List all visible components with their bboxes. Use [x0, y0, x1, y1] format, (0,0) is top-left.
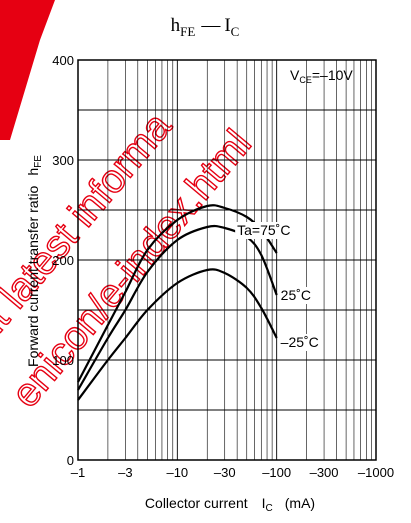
x-tick-label: –1000 [358, 465, 394, 480]
y-tick-label: 200 [52, 253, 74, 268]
y-axis-label: Forward current transfer ratiohFE [25, 155, 44, 367]
series-line [77, 224, 278, 391]
series-label: Ta=75˚C [237, 222, 290, 238]
series-labels: Ta=75˚C 25˚C –25˚C [235, 222, 321, 351]
x-tick-label: –300 [310, 465, 339, 480]
series-label-bg [235, 222, 293, 239]
x-axis-label: Collector current IC (mA) [145, 495, 315, 514]
x-tick-label: –10 [166, 465, 188, 480]
condition-label: VCE=–10V [290, 67, 353, 85]
y-tick-label: 300 [52, 153, 74, 168]
series-label: 25˚C [281, 287, 311, 303]
chart-title: hFE — IC [171, 15, 240, 39]
watermark-mark [0, 0, 55, 140]
series-line [77, 268, 278, 401]
x-tick-label: –3 [118, 465, 132, 480]
series-label-bg [278, 287, 314, 304]
y-tick-label: 400 [52, 53, 74, 68]
y-tick-label: 0 [67, 453, 74, 468]
grid [78, 60, 376, 460]
x-tick-labels: –1 –3 –10 –30 –100 –300 –1000 [71, 465, 394, 480]
series-label-bg [278, 334, 321, 351]
x-tick-label: –30 [214, 465, 236, 480]
series-label: –25˚C [281, 334, 319, 350]
x-tick-label: –100 [262, 465, 291, 480]
y-tick-labels: 0 100 200 300 400 [52, 53, 74, 468]
y-tick-label: 100 [52, 353, 74, 368]
x-tick-label: –1 [71, 465, 85, 480]
plot-frame [77, 59, 377, 461]
